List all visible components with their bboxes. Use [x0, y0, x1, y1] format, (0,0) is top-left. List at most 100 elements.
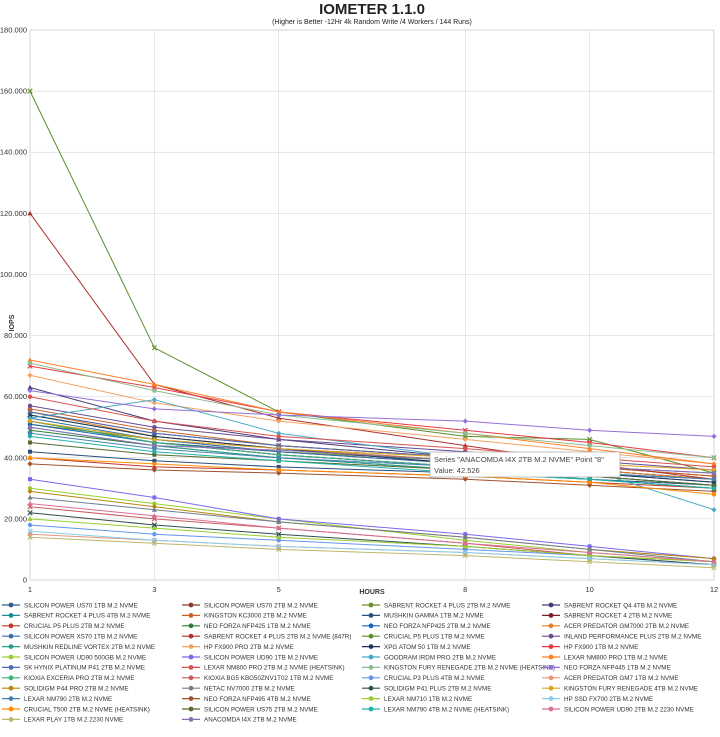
data-point	[276, 470, 282, 476]
legend-item: LEXAR NM800 PRO 1TB M.2 NVME	[542, 654, 668, 661]
data-point	[27, 534, 33, 540]
legend-item: SABRENT ROCKET 4 PLUS 4TB M.2 NVME	[2, 613, 150, 620]
legend-swatch-marker	[548, 706, 554, 712]
legend-swatch-marker	[8, 633, 14, 639]
y-tick-label: 120.000	[0, 209, 27, 218]
y-tick-label: 40.000	[4, 453, 27, 462]
series-line	[29, 536, 715, 569]
legend-item: NETAC NV7000 2TB M.2 NVME	[182, 686, 295, 693]
data-point	[276, 516, 281, 521]
legend-swatch-marker	[548, 665, 554, 670]
legend-item: SILICON POWER XS70 1TB M.2 NVME	[2, 634, 137, 641]
data-point	[27, 418, 33, 424]
data-point	[463, 532, 468, 537]
series-line	[29, 457, 715, 495]
data-point	[276, 430, 282, 436]
legend-item: CRUCIAL T500 2TB M.2 NVME (HEATSINK)	[2, 706, 150, 713]
legend-item: ACER PREDATOR GM7000 2TB M.2 NVME	[542, 623, 689, 630]
legend-swatch-marker	[8, 706, 14, 712]
legend-label: HP SSD FX700 2TB M.2 NVME	[564, 696, 653, 703]
x-tick-label: 5	[277, 585, 281, 594]
legend-label: ACER PREDATOR GM7 1TB M.2 NVME	[564, 675, 679, 682]
legend-item: LEXAR NM790 4TB M.2 NVME (HEATSINK)	[362, 706, 509, 713]
data-point	[586, 558, 593, 565]
data-point	[151, 439, 157, 445]
data-point	[27, 516, 33, 521]
legend-item: KINGSTON FURY RENEGADE 4TB M.2 NVME	[542, 686, 698, 693]
data-point	[711, 479, 717, 485]
data-point	[462, 476, 468, 482]
data-point	[27, 372, 33, 378]
data-point	[462, 540, 468, 546]
y-tick-label: 140.000	[0, 148, 27, 157]
legend-swatch-marker	[188, 613, 194, 618]
legend-item: SABRENT ROCKET 4 2TB M.2 NVME	[542, 613, 672, 620]
legend-swatch-marker	[368, 696, 374, 701]
legend-label: KIOXIA BG5 KBG50ZNV1T02 1TB M.2 NVME	[204, 675, 333, 682]
series-line	[29, 463, 715, 492]
data-point	[151, 345, 158, 351]
legend: SILICON POWER US70 1TB M.2 NVME SILICON P…	[2, 602, 702, 724]
legend-label: SABRENT ROCKET Q4 4TB M.2 NVME	[564, 602, 677, 609]
data-point	[276, 546, 282, 553]
data-point	[462, 543, 468, 549]
legend-label: MUSHKIN REDLINE VORTEX 2TB M.2 NVME	[24, 644, 155, 651]
legend-swatch-marker	[8, 613, 14, 618]
data-point	[152, 425, 157, 430]
legend-item: MUSHKIN GAMMA 1TB M.2 NVME	[362, 613, 484, 620]
legend-label: LEXAR PLAY 1TB M.2 2230 NVME	[24, 717, 123, 724]
data-point	[151, 467, 157, 473]
data-point	[587, 476, 593, 482]
legend-label: INLAND PERFORMANCE PLUS 2TB M.2 NVME	[564, 634, 702, 641]
legend-swatch-marker	[548, 602, 554, 608]
legend-label: LEXAR NM800 PRO 1TB M.2 NVME	[564, 654, 668, 661]
legend-item: NEO FORZA NFP425 1TB M.2 NVME	[182, 623, 311, 630]
tooltip-line1: Series "ANACOMDA I4X 2TB M.2 NVME" Point…	[434, 455, 604, 464]
data-point	[27, 210, 33, 216]
legend-swatch-marker	[548, 654, 554, 660]
x-tick-label: 10	[585, 585, 593, 594]
y-tick-label: 160.000	[0, 87, 27, 96]
legend-item: LEXAR NM710 1TB M.2 NVME	[362, 696, 472, 703]
legend-swatch-marker	[8, 602, 14, 608]
legend-swatch-marker	[548, 675, 554, 681]
data-point	[151, 507, 157, 512]
legend-swatch-marker	[8, 654, 14, 660]
legend-item: ACER PREDATOR GM7 1TB M.2 NVME	[542, 675, 679, 682]
legend-label: HP FX900 1TB M.2 NVME	[564, 644, 638, 651]
data-point	[27, 528, 33, 534]
data-point	[462, 534, 468, 540]
series-line	[29, 503, 715, 563]
legend-item: HP FX900 PRO 2TB M.2 NVME	[182, 644, 294, 651]
data-point	[276, 467, 281, 473]
y-tick-label: 100.000	[0, 270, 27, 279]
legend-label: SABRENT ROCKET 4 PLUS 2TB M.2 NVME	[384, 602, 510, 609]
legend-label: ANACOMDA I4X 2TB M.2 NVME	[204, 717, 297, 724]
data-point	[152, 388, 157, 393]
data-point	[276, 412, 282, 418]
legend-item: SOLIDIGM P41 PLUS 2TB M.2 NVME	[362, 686, 491, 693]
data-point	[151, 430, 158, 437]
legend-item: HP FX900 1TB M.2 NVME	[542, 644, 638, 651]
legend-swatch-marker	[368, 665, 374, 670]
data-point	[587, 546, 593, 552]
series-line	[29, 390, 715, 437]
series	[27, 534, 717, 571]
data-point	[276, 418, 282, 424]
data-point	[711, 507, 717, 513]
legend-item: CRUCIAL P3 PLUS 4TB M.2 NVME	[362, 675, 485, 682]
legend-swatch-marker	[368, 633, 374, 639]
data-point	[151, 433, 157, 439]
data-point	[27, 486, 33, 491]
chart-title: IOMETER 1.1.0	[319, 1, 425, 18]
series	[27, 501, 717, 564]
data-point	[711, 464, 717, 470]
data-point	[276, 531, 282, 537]
data-point	[712, 455, 716, 460]
data-point	[27, 425, 33, 430]
legend-item: SILICON POWER UD90 2TB M.2 2230 NVME	[542, 706, 694, 713]
series	[27, 357, 717, 466]
legend-label: CRUCIAL P5 PLUS 2TB M.2 NVME	[24, 623, 125, 630]
legend-swatch-marker	[188, 644, 194, 649]
y-tick-label: 0	[23, 576, 27, 585]
